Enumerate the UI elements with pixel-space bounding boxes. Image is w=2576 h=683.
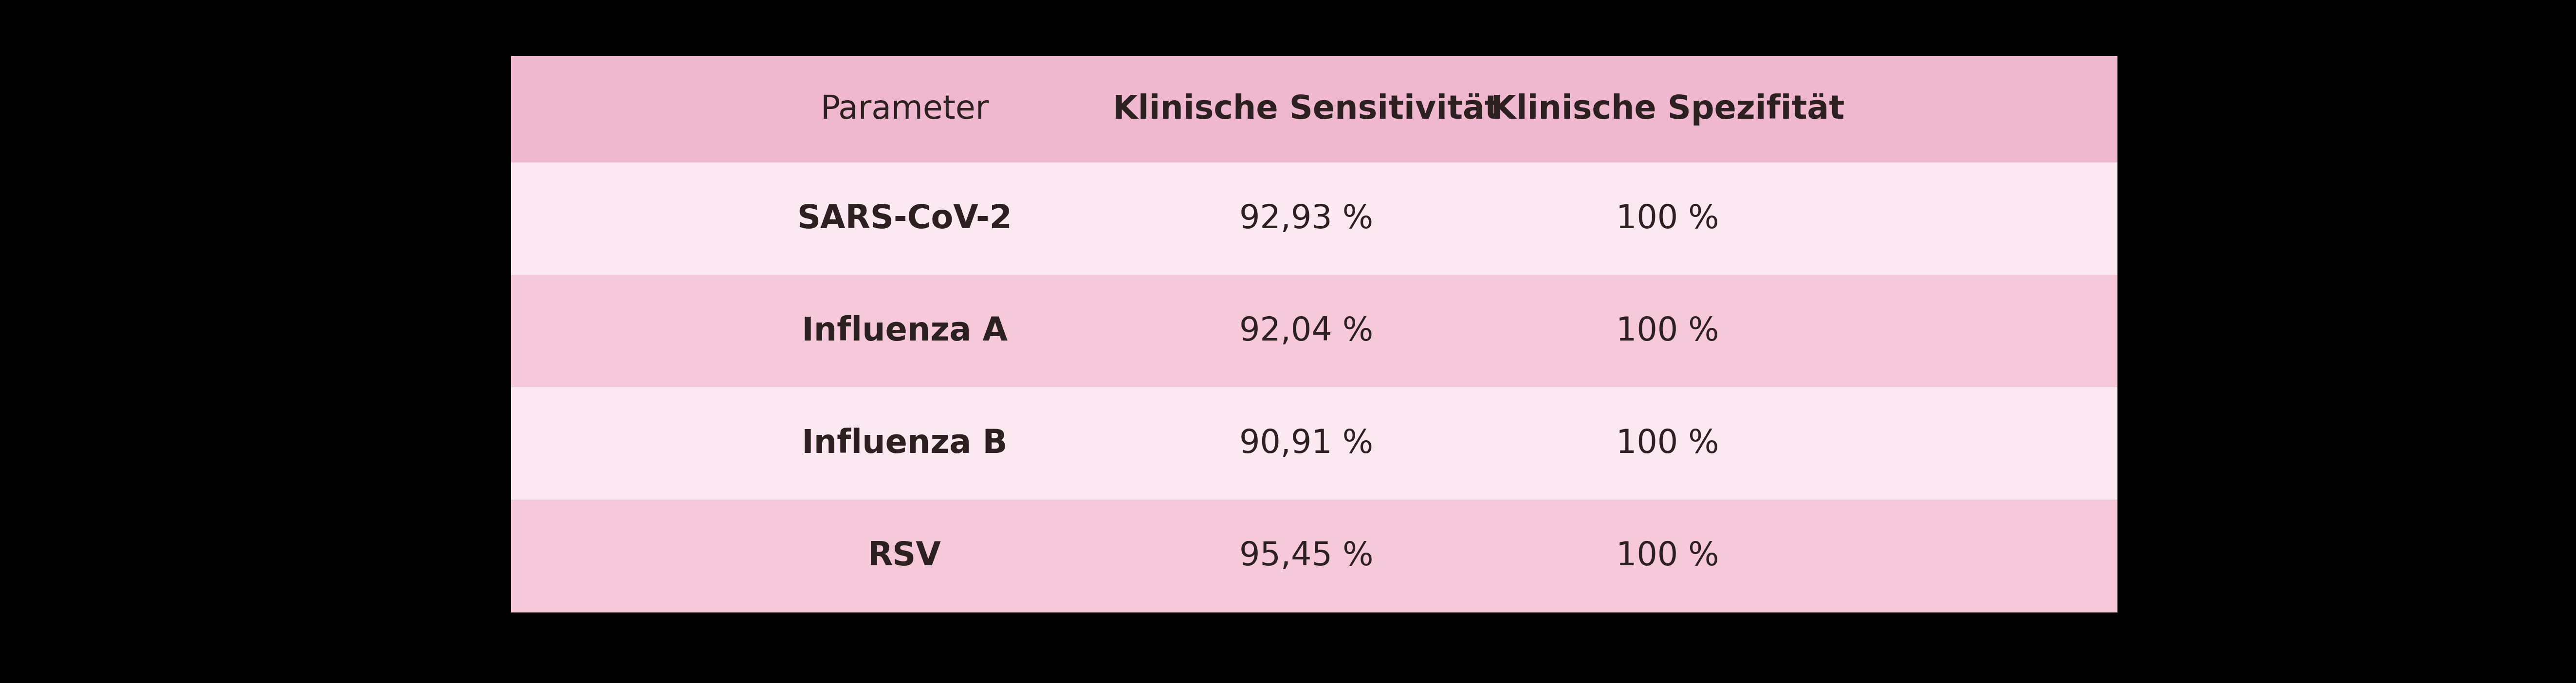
Text: Klinische Spezifität: Klinische Spezifität <box>1492 93 1844 126</box>
Text: Parameter: Parameter <box>819 93 989 125</box>
Text: Klinische Sensitivität: Klinische Sensitivität <box>1113 93 1499 125</box>
Text: 100 %: 100 % <box>1615 540 1718 572</box>
Text: SARS-CoV-2: SARS-CoV-2 <box>796 203 1012 235</box>
Text: 90,91 %: 90,91 % <box>1239 428 1373 460</box>
FancyBboxPatch shape <box>510 275 2117 387</box>
Text: 100 %: 100 % <box>1615 428 1718 460</box>
Text: RSV: RSV <box>868 540 940 572</box>
FancyBboxPatch shape <box>510 387 2117 500</box>
FancyBboxPatch shape <box>510 500 2117 612</box>
Text: Influenza B: Influenza B <box>801 428 1007 460</box>
Text: 100 %: 100 % <box>1615 315 1718 347</box>
Text: 95,45 %: 95,45 % <box>1239 540 1373 572</box>
FancyBboxPatch shape <box>510 163 2117 275</box>
Text: Influenza A: Influenza A <box>801 315 1007 347</box>
Text: 100 %: 100 % <box>1615 203 1718 235</box>
FancyBboxPatch shape <box>510 56 2117 163</box>
Text: 92,93 %: 92,93 % <box>1239 203 1373 235</box>
Text: 92,04 %: 92,04 % <box>1239 315 1373 347</box>
